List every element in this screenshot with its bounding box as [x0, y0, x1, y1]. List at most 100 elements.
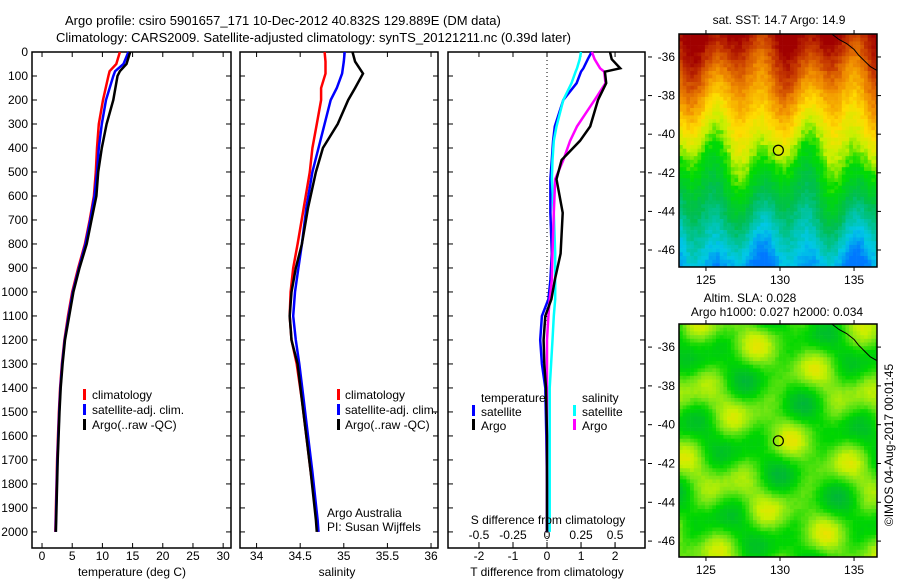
map-cell	[686, 361, 691, 365]
map-cell	[749, 204, 754, 209]
map-cell	[867, 338, 872, 343]
map-cell	[708, 156, 713, 161]
map-cell	[760, 59, 765, 64]
map-cell	[704, 226, 709, 231]
map-cell	[712, 211, 717, 216]
map-cell	[790, 71, 794, 75]
map-cell	[819, 59, 824, 64]
map-cell	[730, 37, 735, 42]
map-cell	[834, 349, 839, 354]
map-cell	[871, 34, 876, 38]
map-cell	[701, 185, 706, 190]
map-cell	[845, 45, 850, 50]
map-cell	[741, 34, 746, 38]
map-cell	[778, 156, 783, 161]
map-cell	[767, 372, 772, 377]
map-cell	[845, 327, 850, 332]
map-cell	[723, 193, 728, 198]
map-cell	[727, 207, 732, 212]
map-cell	[756, 104, 761, 109]
map-cell	[823, 119, 828, 124]
map-cell	[693, 200, 698, 205]
map-cell	[690, 67, 695, 72]
map-cell	[693, 63, 698, 68]
map-cell	[782, 383, 787, 388]
map-cell	[693, 379, 698, 384]
map-cell	[679, 196, 683, 201]
map-cell	[804, 119, 809, 124]
map-cell	[834, 204, 839, 209]
map-cell	[697, 48, 702, 53]
map-cell	[764, 89, 769, 94]
map-cell	[808, 368, 813, 373]
map-cell	[841, 145, 846, 149]
map-cell	[704, 390, 709, 395]
map-cell	[864, 383, 868, 388]
map-cell	[693, 96, 698, 101]
map-cell	[741, 56, 746, 61]
map-cell	[782, 78, 787, 83]
map-cell	[778, 71, 783, 75]
map-cell	[682, 211, 687, 216]
map-cell	[738, 357, 743, 362]
map-cell	[845, 100, 850, 105]
map-cell	[815, 361, 820, 365]
map-cell	[856, 63, 861, 68]
map-cell	[827, 211, 831, 216]
map-cell	[730, 222, 735, 227]
map-cell	[849, 409, 854, 414]
map-cell	[727, 331, 732, 336]
map-cell	[764, 115, 769, 120]
map-cell	[708, 100, 713, 105]
map-cell	[804, 34, 809, 38]
map-cell	[775, 244, 780, 249]
map-cell	[686, 342, 691, 347]
sst-raster	[679, 34, 878, 268]
map-cell	[812, 361, 817, 365]
map-cell	[775, 167, 780, 172]
map-cell	[679, 137, 683, 142]
map-cell	[797, 241, 802, 246]
map-cell	[838, 100, 843, 105]
map-cell	[845, 145, 850, 149]
map-cell	[756, 122, 761, 127]
map-cell	[738, 196, 743, 201]
map-cell	[867, 141, 872, 146]
map-cell	[708, 256, 713, 260]
map-cell	[730, 41, 735, 46]
map-cell	[767, 237, 772, 242]
map-cell	[797, 401, 802, 406]
map-cell	[838, 394, 843, 399]
map-cell	[756, 170, 761, 175]
map-cell	[790, 379, 794, 384]
map-cell	[812, 335, 817, 340]
map-cell	[697, 200, 702, 205]
map-cell	[727, 67, 732, 72]
map-cell	[812, 93, 817, 98]
map-cell	[808, 37, 813, 42]
map-cell	[849, 126, 854, 131]
map-cell	[719, 372, 724, 377]
map-cell	[756, 372, 761, 377]
map-cell	[790, 401, 794, 406]
map-cell	[830, 100, 835, 105]
map-cell	[790, 327, 794, 332]
map-cell	[838, 372, 843, 377]
map-cell	[749, 394, 754, 399]
map-cell	[801, 100, 806, 105]
map-cell	[860, 37, 865, 42]
map-cell	[712, 226, 717, 231]
map-cell	[867, 259, 872, 264]
map-cell	[734, 405, 739, 410]
map-cell	[827, 331, 831, 336]
map-cell	[741, 368, 746, 373]
map-cell	[834, 379, 839, 384]
map-cell	[693, 137, 698, 142]
map-cell	[797, 141, 802, 146]
map-cell	[823, 126, 828, 131]
map-cell	[823, 170, 828, 175]
map-cell	[793, 167, 798, 172]
map-cell	[756, 398, 761, 402]
map-cell	[753, 196, 757, 201]
map-cell	[727, 93, 732, 98]
